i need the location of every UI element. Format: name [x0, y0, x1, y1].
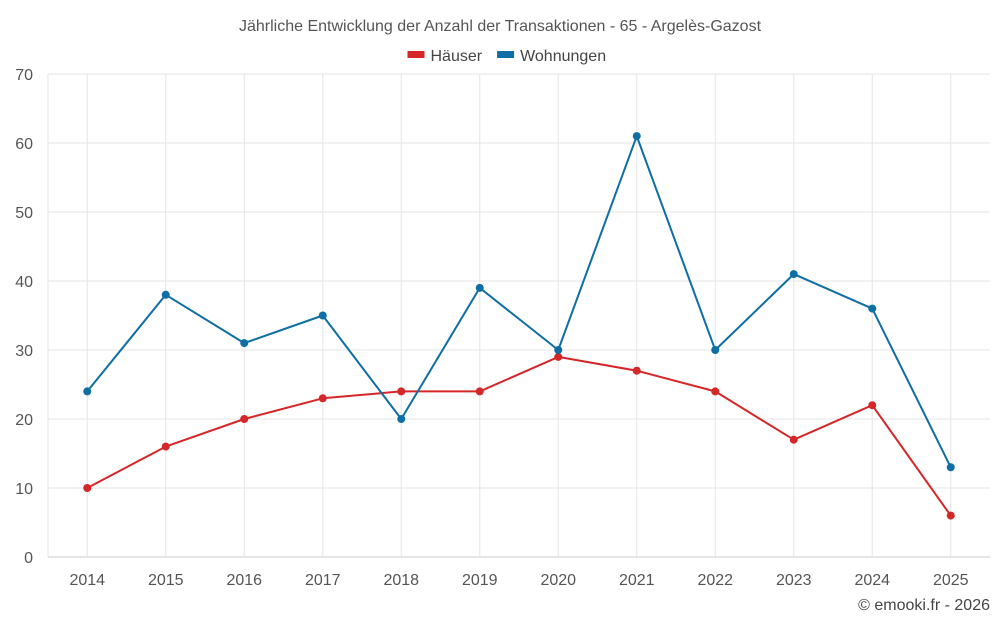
y-axis-ticks: 0 10 20 30 40 50 60 70: [15, 67, 33, 567]
x-tick-label: 2025: [933, 572, 969, 589]
data-point[interactable]: [83, 484, 92, 492]
x-tick-label: 2024: [854, 572, 890, 589]
data-point[interactable]: [632, 366, 641, 375]
series-line: [86, 135, 952, 468]
y-tick-label: 40: [15, 274, 33, 291]
data-point[interactable]: [318, 394, 327, 403]
data-point[interactable]: [554, 346, 563, 354]
x-tick-label: 2020: [540, 572, 576, 589]
series-line: [86, 355, 952, 517]
series-group: [83, 132, 955, 520]
data-point[interactable]: [554, 352, 563, 361]
data-point[interactable]: [711, 387, 720, 396]
x-tick-label: 2021: [619, 572, 655, 589]
x-tick-label: 2017: [305, 572, 341, 589]
y-tick-label: 10: [15, 481, 33, 498]
data-point[interactable]: [789, 435, 798, 444]
y-tick-label: 20: [15, 412, 33, 429]
x-tick-label: 2018: [383, 572, 419, 589]
data-point[interactable]: [475, 387, 484, 396]
data-point[interactable]: [397, 387, 406, 396]
y-tick-label: 60: [15, 136, 33, 153]
y-tick-label: 0: [24, 550, 33, 567]
data-point[interactable]: [711, 346, 720, 354]
gridlines: [47, 73, 990, 558]
x-tick-label: 2023: [776, 572, 812, 589]
chart-title: Jährliche Entwicklung der Anzahl der Tra…: [239, 18, 762, 35]
legend-label: Häuser: [431, 48, 483, 65]
data-point[interactable]: [161, 442, 170, 451]
data-point[interactable]: [868, 401, 877, 410]
legend-swatch: [497, 51, 515, 58]
data-point[interactable]: [868, 304, 877, 313]
data-point[interactable]: [632, 132, 641, 141]
data-point[interactable]: [397, 415, 406, 423]
data-point[interactable]: [83, 387, 92, 396]
legend-swatch: [407, 51, 425, 58]
x-tick-label: 2016: [226, 572, 262, 589]
data-point[interactable]: [161, 290, 170, 299]
data-point[interactable]: [475, 283, 484, 292]
data-point[interactable]: [240, 339, 249, 348]
x-tick-label: 2022: [697, 572, 733, 589]
legend-label: Wohnungen: [520, 48, 606, 65]
y-tick-label: 30: [15, 343, 33, 360]
y-tick-label: 50: [15, 205, 33, 222]
data-point[interactable]: [318, 311, 327, 320]
legend: Häuser Wohnungen: [407, 48, 606, 65]
x-tick-label: 2015: [148, 572, 184, 589]
x-tick-label: 2014: [69, 572, 105, 589]
credit-text: © emooki.fr - 2026: [858, 597, 990, 614]
x-tick-label: 2019: [462, 572, 498, 589]
data-point[interactable]: [946, 511, 955, 520]
data-point[interactable]: [240, 415, 249, 423]
data-point[interactable]: [946, 463, 955, 472]
x-axis-ticks: 2014 2015 2016 2017 2018 2019 2020 2021 2022 2023…: [69, 572, 968, 589]
data-point[interactable]: [789, 270, 798, 279]
y-tick-label: 70: [15, 67, 33, 84]
